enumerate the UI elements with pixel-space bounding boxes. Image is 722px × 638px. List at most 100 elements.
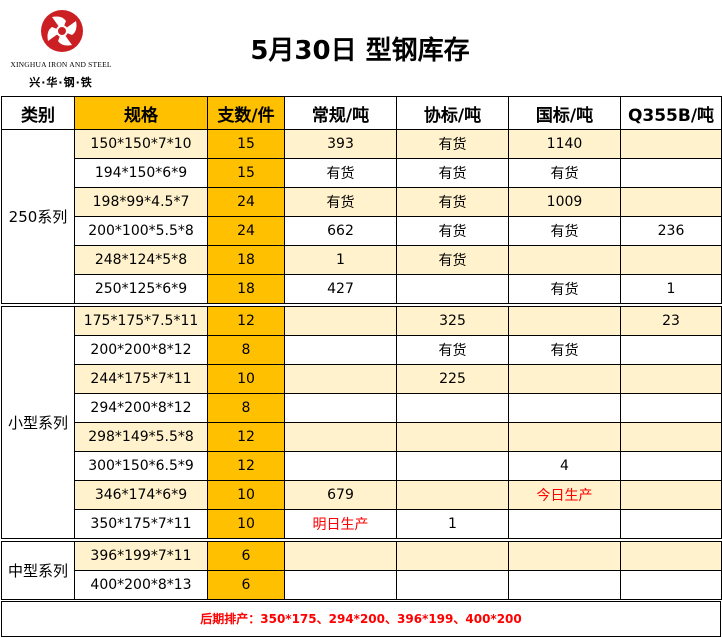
q355b-cell [620, 335, 722, 365]
regular-cell [284, 451, 397, 481]
association-std-cell: 225 [396, 364, 509, 394]
pieces-cell: 6 [207, 570, 285, 600]
q355b-cell [620, 187, 722, 217]
regular-cell: 679 [284, 480, 397, 510]
table-row: 250系列 150*150*7*10 15 393 有货 1140 [1, 129, 722, 304]
regular-cell [284, 306, 397, 336]
header-association-std: 协标/吨 [396, 96, 509, 130]
spec-cell: 250*125*6*9 [74, 274, 208, 304]
table-row: 248*124*5*8 18 1 有货 [2, 245, 722, 275]
pieces-cell: 10 [207, 509, 285, 539]
table-row: 200*100*5.5*8 24 662 有货 有货 236 [2, 216, 722, 246]
national-std-cell: 有货 [508, 274, 621, 304]
header-category: 类别 [1, 96, 75, 130]
national-std-cell [508, 422, 621, 452]
q355b-cell [620, 480, 722, 510]
association-std-cell [396, 541, 509, 571]
pieces-cell: 12 [207, 306, 285, 336]
spec-cell: 150*150*7*10 [74, 129, 208, 159]
table-row: 298*149*5.5*8 12 [2, 422, 722, 452]
q355b-cell [620, 364, 722, 394]
regular-cell [284, 570, 397, 600]
spec-cell: 294*200*8*12 [74, 393, 208, 423]
association-std-cell: 有货 [396, 187, 509, 217]
national-std-cell [508, 393, 621, 423]
national-std-cell [508, 364, 621, 394]
pieces-cell: 8 [207, 393, 285, 423]
q355b-cell [620, 158, 722, 188]
national-std-cell: 1140 [508, 129, 621, 159]
logo-chinese-text: 兴·华·钢·铁 [29, 76, 93, 89]
regular-cell: 有货 [284, 187, 397, 217]
page-title: 5月30日 型钢库存 [250, 36, 470, 66]
q355b-cell [620, 129, 722, 159]
q355b-cell [620, 422, 722, 452]
table-row: 294*200*8*12 8 [2, 393, 722, 423]
spec-cell: 175*175*7.5*11 [74, 306, 208, 336]
national-std-cell: 1009 [508, 187, 621, 217]
national-std-cell [508, 570, 621, 600]
pieces-cell: 10 [207, 364, 285, 394]
q355b-cell [620, 509, 722, 539]
regular-cell [284, 393, 397, 423]
association-std-cell: 有货 [396, 245, 509, 275]
regular-cell [284, 335, 397, 365]
national-std-cell: 今日生产 [508, 480, 621, 510]
q355b-cell [620, 541, 722, 571]
spec-cell: 346*174*6*9 [74, 480, 208, 510]
xinghua-logo-icon [41, 10, 83, 52]
association-std-cell: 有货 [396, 335, 509, 365]
association-std-cell [396, 570, 509, 600]
table-header-row: 类别 规格 支数/件 常规/吨 协标/吨 国标/吨 Q355B/吨 [1, 96, 722, 130]
category-cell: 250系列 [1, 129, 75, 304]
spec-cell: 248*124*5*8 [74, 245, 208, 275]
inventory-table: 类别 规格 支数/件 常规/吨 协标/吨 国标/吨 Q355B/吨 250系列 1… [1, 96, 722, 600]
pieces-cell: 18 [207, 245, 285, 275]
pieces-cell: 12 [207, 422, 285, 452]
q355b-cell [620, 570, 722, 600]
regular-cell: 427 [284, 274, 397, 304]
table-row: 小型系列 175*175*7.5*11 12 325 23 [1, 306, 722, 539]
national-std-cell: 4 [508, 451, 621, 481]
regular-cell: 有货 [284, 158, 397, 188]
national-std-cell [508, 509, 621, 539]
spec-cell: 300*150*6.5*9 [74, 451, 208, 481]
spec-cell: 244*175*7*11 [74, 364, 208, 394]
pieces-cell: 8 [207, 335, 285, 365]
production-schedule-note: 后期排产：350*175、294*200、396*199、400*200 [1, 601, 721, 637]
association-std-cell [396, 480, 509, 510]
table-row: 250*125*6*9 18 427 有货 1 [2, 274, 722, 304]
spec-cell: 396*199*7*11 [74, 541, 208, 571]
header-q355b: Q355B/吨 [620, 96, 722, 130]
national-std-cell: 有货 [508, 158, 621, 188]
association-std-cell [396, 393, 509, 423]
regular-cell: 393 [284, 129, 397, 159]
national-std-cell [508, 306, 621, 336]
regular-cell [284, 364, 397, 394]
pieces-cell: 12 [207, 451, 285, 481]
table-row: 200*200*8*12 8 有货 有货 [2, 335, 722, 365]
pieces-cell: 24 [207, 187, 285, 217]
pieces-cell: 15 [207, 158, 285, 188]
association-std-cell: 有货 [396, 158, 509, 188]
table-body: 250系列 150*150*7*10 15 393 有货 1140 194*150*6*9 1… [1, 129, 722, 600]
header-pieces: 支数/件 [207, 96, 285, 130]
pieces-cell: 15 [207, 129, 285, 159]
spec-cell: 200*100*5.5*8 [74, 216, 208, 246]
table-row: 300*150*6.5*9 12 4 [2, 451, 722, 481]
logo-english-text: XINGHUA IRON AND STEEL [10, 60, 112, 69]
spec-cell: 194*150*6*9 [74, 158, 208, 188]
spec-cell: 198*99*4.5*7 [74, 187, 208, 217]
header-spec: 规格 [74, 96, 208, 130]
q355b-cell: 236 [620, 216, 722, 246]
association-std-cell: 325 [396, 306, 509, 336]
association-std-cell: 有货 [396, 129, 509, 159]
pieces-cell: 24 [207, 216, 285, 246]
q355b-cell: 1 [620, 274, 722, 304]
pieces-cell: 18 [207, 274, 285, 304]
table-row: 244*175*7*11 10 225 [2, 364, 722, 394]
spec-cell: 200*200*8*12 [74, 335, 208, 365]
page-header: XINGHUA IRON AND STEEL 兴·华·钢·铁 5月30日 型钢库… [0, 0, 722, 96]
association-std-cell [396, 422, 509, 452]
regular-cell: 明日生产 [284, 509, 397, 539]
